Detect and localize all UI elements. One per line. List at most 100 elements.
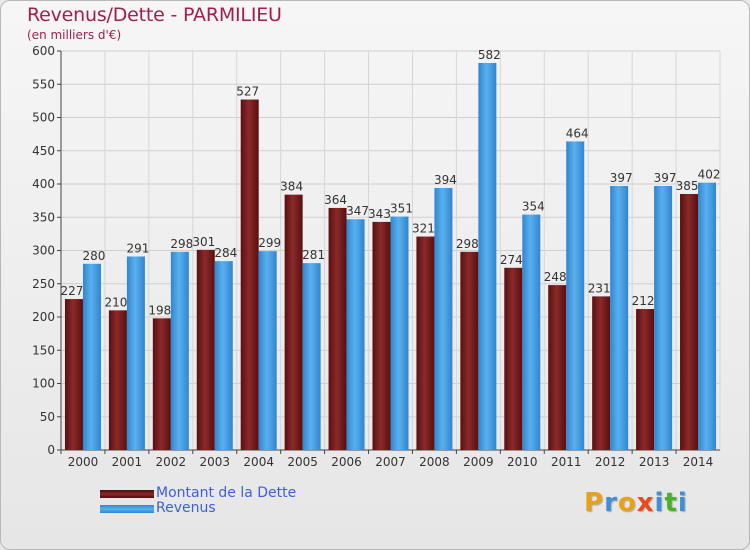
data-label-dette: 385: [676, 179, 699, 193]
bars: [64, 62, 717, 451]
y-tick-label: 0: [47, 443, 55, 457]
x-tick-label: 2006: [331, 455, 362, 469]
bar-revenus: [610, 185, 629, 450]
bar-dette: [284, 194, 303, 450]
legend-label-dette: Montant de la Dette: [156, 485, 297, 501]
data-label-revenus: 280: [83, 249, 106, 263]
bar-revenus: [478, 62, 497, 450]
y-tick-label: 300: [32, 244, 55, 258]
bar-revenus: [214, 261, 233, 450]
x-tick-label: 2008: [419, 455, 450, 469]
x-tick-label: 2000: [68, 455, 99, 469]
y-tick-label: 150: [32, 343, 55, 357]
axes: 0 50 100 150 200 250 300 350 400 450 500 550 600 2000…: [32, 44, 720, 469]
chart-title: Revenus/Dette - PARMILIEU: [27, 4, 282, 26]
data-label-revenus: 464: [566, 126, 589, 140]
bar-dette: [416, 236, 435, 450]
logo-letter: i: [677, 488, 688, 518]
data-label-revenus: 281: [302, 248, 325, 262]
bar-revenus: [126, 256, 145, 450]
bar-revenus: [170, 251, 189, 450]
data-label-dette: 248: [544, 270, 567, 284]
y-tick-label: 50: [40, 410, 55, 424]
y-tick-label: 250: [32, 277, 55, 291]
bar-dette: [152, 318, 171, 450]
bar-dette: [592, 296, 611, 450]
x-tick-label: 2005: [287, 455, 318, 469]
data-label-dette: 227: [61, 284, 84, 298]
y-tick-label: 550: [32, 77, 55, 91]
data-label-revenus: 284: [214, 246, 237, 260]
legend-swatch-dette: [100, 490, 154, 498]
legend-label-revenus: Revenus: [156, 500, 216, 516]
data-label-dette: 210: [104, 295, 127, 309]
legend-item-dette: Montant de la Dette: [100, 485, 400, 503]
x-tick-label: 2012: [595, 455, 626, 469]
data-label-dette: 274: [500, 253, 523, 267]
data-label-dette: 321: [412, 222, 435, 236]
x-tick-label: 2010: [507, 455, 538, 469]
bar-revenus: [346, 219, 365, 450]
bar-dette: [372, 221, 391, 450]
bar-dette: [504, 267, 523, 450]
data-label-revenus: 347: [346, 204, 369, 218]
data-label-dette: 527: [236, 85, 259, 99]
logo-letter: P: [584, 488, 605, 518]
bar-revenus: [522, 214, 541, 450]
logo-letter: t: [664, 488, 678, 518]
y-tick-label: 100: [32, 377, 55, 391]
data-label-revenus: 354: [522, 200, 545, 214]
legend-item-revenus: Revenus: [100, 500, 400, 518]
x-tick-label: 2007: [375, 455, 406, 469]
y-tick-label: 600: [32, 44, 55, 58]
bar-revenus: [698, 182, 717, 451]
bar-dette: [240, 99, 259, 451]
data-label-revenus: 299: [258, 236, 281, 250]
x-tick-label: 2013: [639, 455, 670, 469]
bar-dette: [460, 251, 479, 450]
data-label-revenus: 582: [478, 48, 501, 62]
y-tick-label: 400: [32, 177, 55, 191]
data-label-dette: 198: [148, 303, 171, 317]
data-label-dette: 301: [192, 235, 215, 249]
data-label-dette: 212: [632, 294, 655, 308]
data-label-revenus: 291: [126, 241, 149, 255]
data-label-dette: 298: [456, 237, 479, 251]
bar-revenus: [566, 141, 585, 450]
bar-revenus: [434, 187, 453, 451]
bar-dette: [680, 193, 699, 450]
proxiti-logo: Proxiti: [584, 488, 688, 518]
x-tick-label: 2002: [156, 455, 187, 469]
logo-letter: o: [617, 488, 637, 518]
chart-subtitle: (en milliers d'€): [27, 28, 122, 42]
bar-dette: [64, 299, 83, 450]
y-tick-label: 500: [32, 111, 55, 125]
x-tick-label: 2011: [551, 455, 582, 469]
bar-revenus: [82, 263, 101, 450]
data-label-revenus: 397: [610, 171, 633, 185]
bar-dette: [108, 310, 127, 450]
x-tick-label: 2009: [463, 455, 494, 469]
data-label-dette: 343: [368, 207, 391, 221]
y-tick-label: 450: [32, 144, 55, 158]
logo-letter: r: [604, 488, 618, 518]
logo-letter: x: [636, 488, 655, 518]
data-label-dette: 384: [280, 180, 303, 194]
legend-swatch-revenus: [100, 505, 154, 513]
bar-dette: [548, 285, 567, 450]
y-tick-label: 200: [32, 310, 55, 324]
bar-revenus: [258, 251, 277, 450]
logo-letter: i: [654, 488, 665, 518]
y-tick-label: 350: [32, 210, 55, 224]
bar-dette: [636, 309, 655, 450]
bar-revenus: [390, 216, 409, 450]
data-label-revenus: 394: [434, 173, 457, 187]
bar-dette: [196, 249, 215, 450]
data-label-revenus: 397: [654, 171, 677, 185]
data-label-revenus: 402: [698, 168, 721, 182]
x-tick-label: 2014: [683, 455, 714, 469]
data-label-dette: 364: [324, 193, 347, 207]
x-tick-label: 2003: [199, 455, 230, 469]
x-tick-label: 2004: [243, 455, 274, 469]
